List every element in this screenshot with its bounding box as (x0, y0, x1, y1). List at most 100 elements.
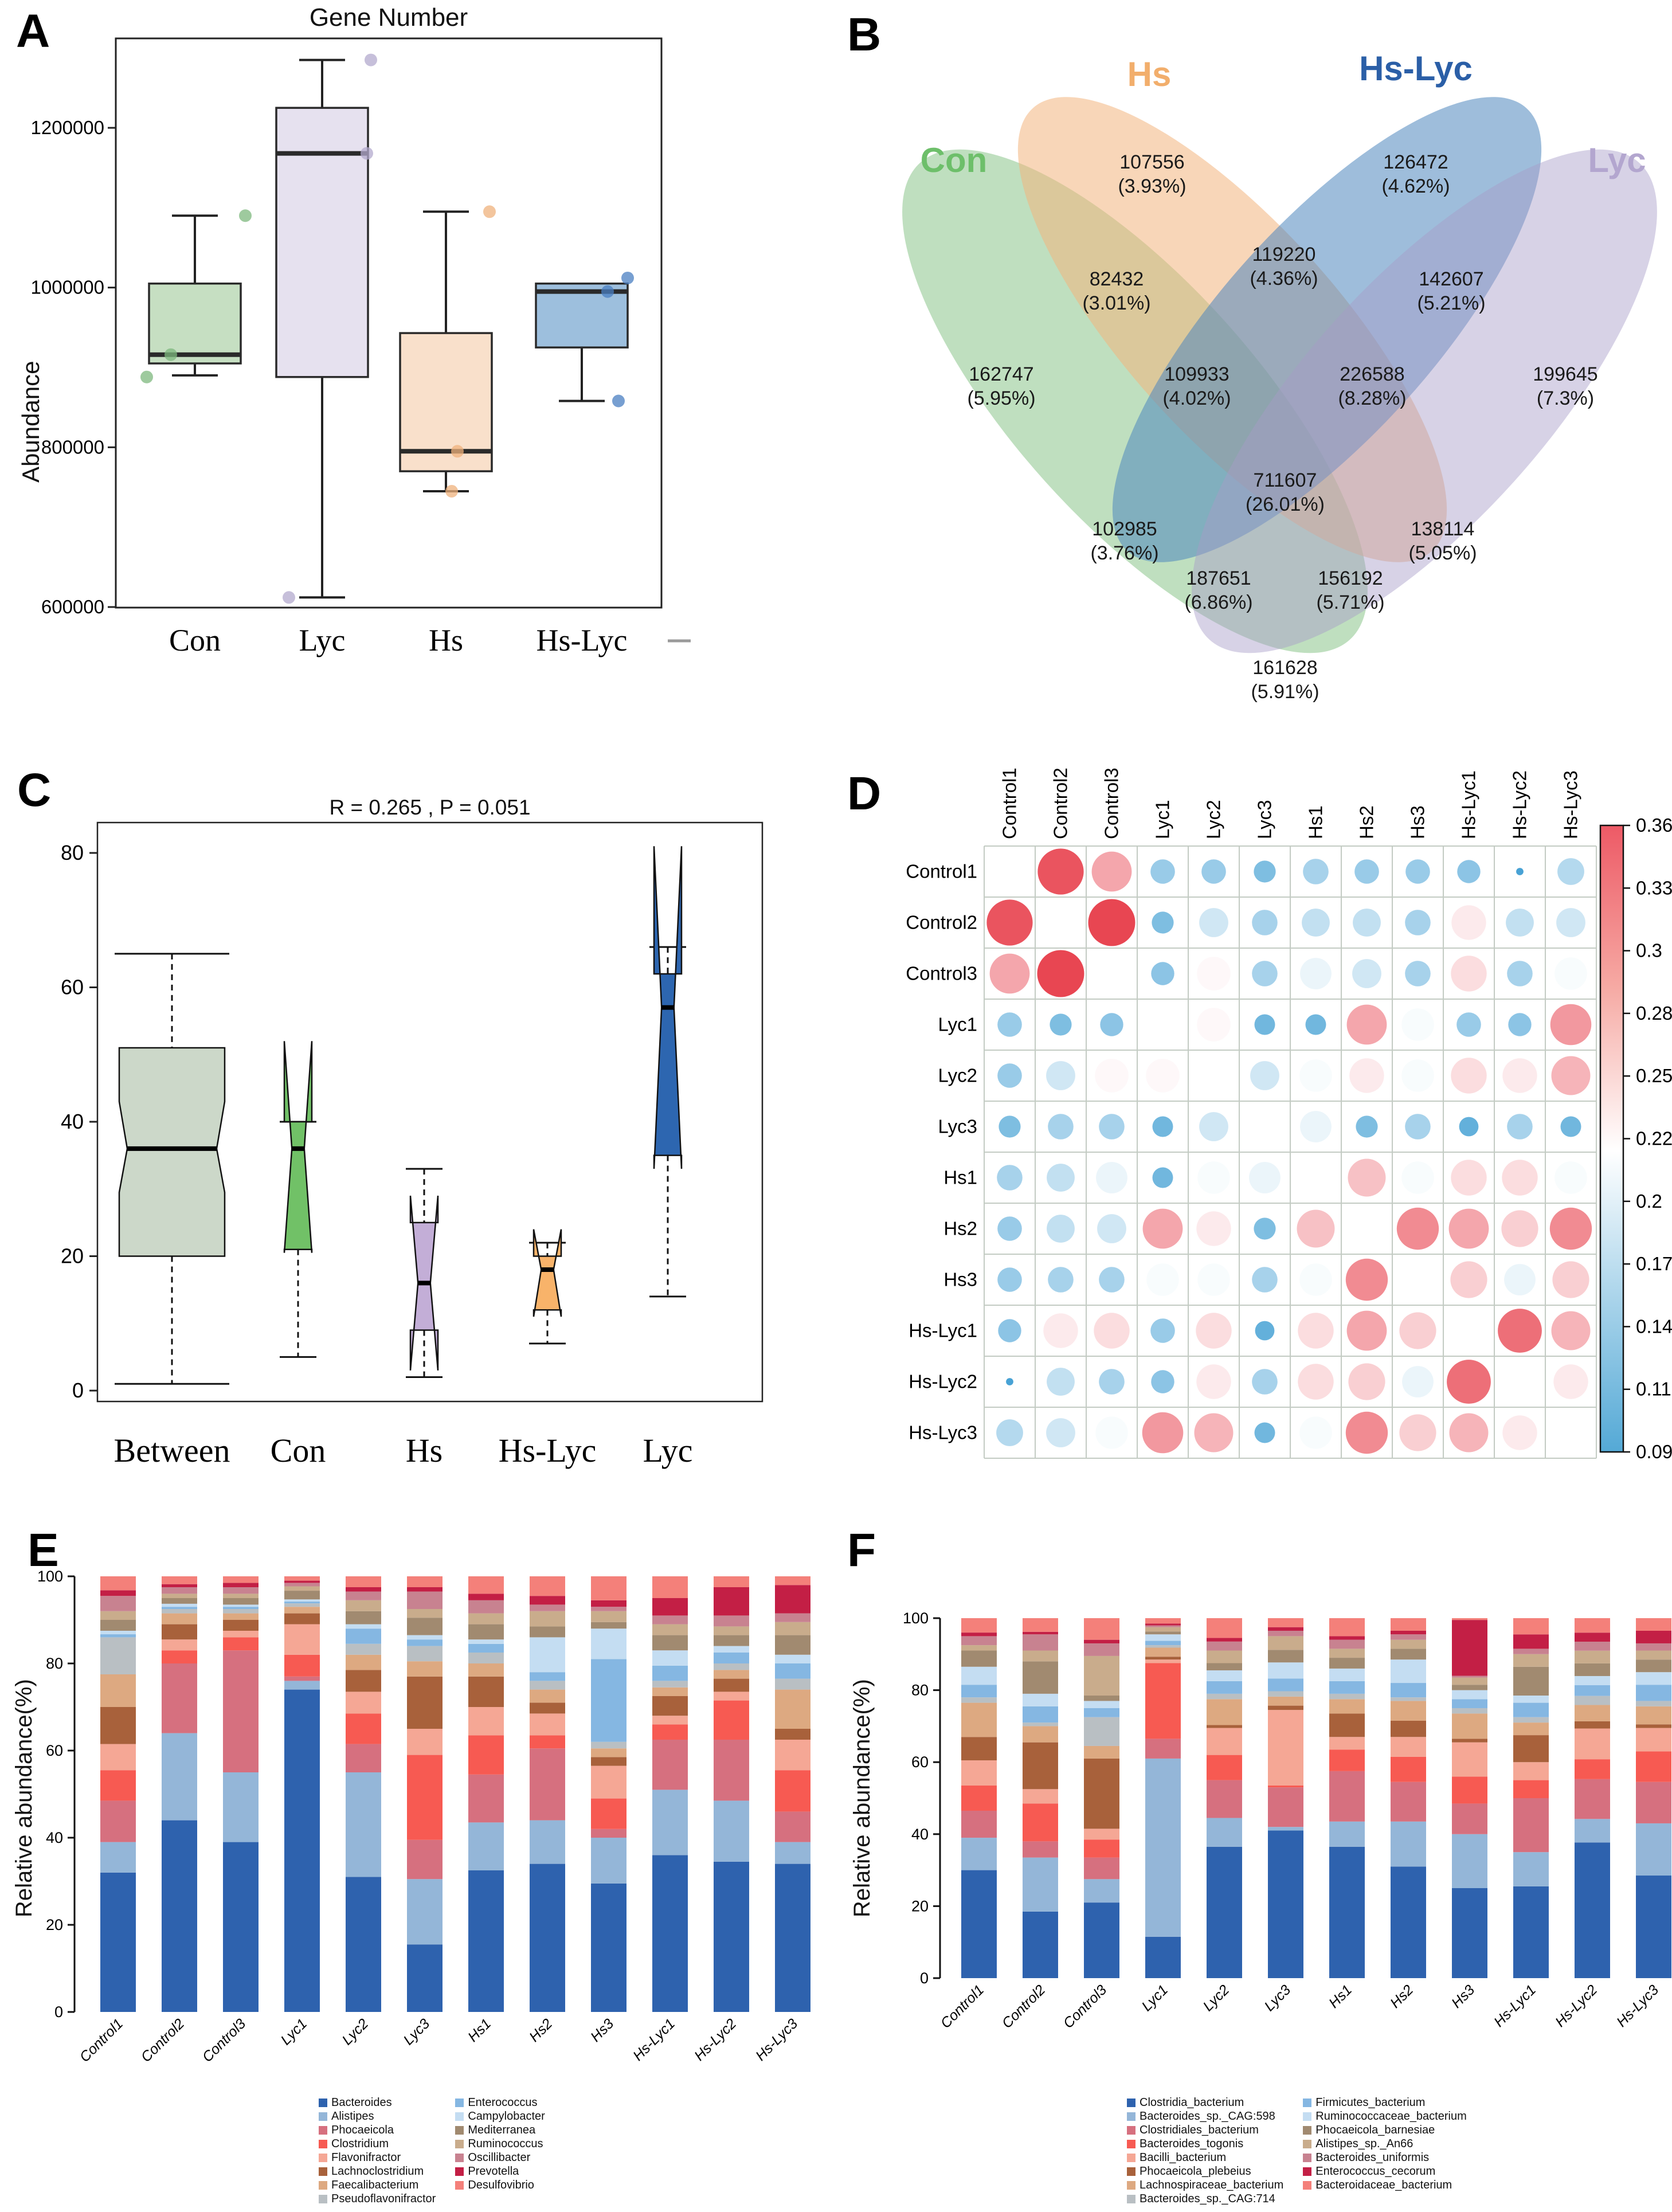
bar-segment-Phocaeicola_plebeius (1207, 1725, 1242, 1728)
bar-segment-Phocaeicola_barnesiae (1391, 1649, 1426, 1660)
bar-segment-Bacteroidaceae_bacterium (1575, 1618, 1610, 1633)
corr-bubble (1196, 1364, 1231, 1399)
x-category-label: Con (271, 1432, 326, 1469)
bar-segment-Bacteroides_sp._CAG:598 (1023, 1857, 1058, 1912)
bar-segment-Oscillibacter (652, 1615, 688, 1624)
bar-segment-Phocaeicola_barnesiae (1023, 1661, 1058, 1694)
legend-label: Prevotella (468, 2165, 519, 2178)
corr-bubble (1297, 1209, 1335, 1248)
bar-segment-Desulfovibrio (530, 1576, 565, 1596)
venn-region-pct: (3.76%) (1090, 542, 1158, 564)
corr-bubble (1199, 1112, 1228, 1141)
corr-bubble (1099, 1267, 1125, 1293)
bar-segment-Clostridiales_bacterium (1513, 1798, 1549, 1853)
bar-segment-Ruminococcaceae_bacterium (1391, 1659, 1426, 1684)
corr-bubble (1551, 1311, 1591, 1350)
panel-e-letter: E (28, 1524, 59, 1576)
bar-segment-Mediterranea (652, 1635, 688, 1651)
venn-region-value: 161628 (1252, 657, 1317, 679)
bar-segment-Phocaeicola (346, 1744, 381, 1772)
corr-bubble (997, 1165, 1023, 1191)
corr-bubble (1502, 1415, 1537, 1450)
bar-segment-Ruminococcus (775, 1622, 810, 1635)
y-tick-label: 60 (61, 976, 84, 999)
corr-bubble (1447, 1360, 1491, 1404)
venn-region-pct: (26.01%) (1246, 494, 1325, 515)
corr-bubble (1146, 1263, 1179, 1296)
bar-segment-Lachnoclostridium (223, 1620, 259, 1631)
bar-segment-Flavonifractor (223, 1631, 259, 1638)
bar-segment-Alistipes_sp._An66 (1636, 1650, 1671, 1660)
bar-segment-Clostridiales_bacterium (1207, 1780, 1242, 1818)
bar-segment-Bacilli_bacterium (1023, 1789, 1058, 1804)
legend-item: Phocaeicola_barnesiae (1303, 2123, 1466, 2137)
bar-segment-Clostridia_bacterium (1513, 1886, 1549, 1978)
bar-segment-Alistipes_sp._An66 (1207, 1650, 1242, 1663)
bar-segment-Desulfovibrio (407, 1576, 443, 1587)
bar-segment-Clostridium (775, 1770, 810, 1812)
bar-segment-Enterococcus (284, 1602, 320, 1604)
legend-label: Flavonifractor (331, 2151, 401, 2164)
bar-segment-Oscillibacter (100, 1596, 136, 1611)
bar-segment-Prevotella (284, 1580, 320, 1583)
bar-segment-Enterococcus_cecorum (1391, 1630, 1426, 1635)
legend-swatch (319, 2153, 327, 2162)
bar-segment-Enterococcus_cecorum (1023, 1631, 1058, 1635)
corr-bubble (1201, 859, 1226, 884)
corr-bubble (1047, 1368, 1075, 1396)
bar-segment-Bacteroides_uniformis (1575, 1642, 1610, 1651)
bar-segment-Bacteroides_sp._CAG:714 (1268, 1691, 1303, 1697)
bar-segment-Campylobacter (775, 1654, 810, 1663)
bar-segment-Lachnoclostridium (284, 1613, 320, 1624)
corr-bubble (997, 1267, 1022, 1292)
corr-bubble (996, 1419, 1023, 1446)
legend-swatch (319, 2180, 327, 2190)
legend-swatch (1303, 2139, 1312, 2148)
venn-region-Hs_Lyc: 138114(5.05%) (1408, 518, 1477, 564)
data-point (365, 53, 377, 66)
bar-segment-Campylobacter (714, 1646, 749, 1653)
bar-segment-Bacteroides (530, 1863, 565, 2012)
x-category-label: Hs-Lyc (537, 623, 628, 657)
y-tick-label: 1200000 (31, 117, 104, 138)
corr-bubble (1345, 1258, 1388, 1301)
row-label: Hs1 (943, 1167, 977, 1188)
row-label: Hs3 (943, 1269, 977, 1290)
venn-region-Con_Lyc: 161628(5.91%) (1251, 657, 1319, 703)
bar-segment-Bacteroides_sp._CAG:714 (1145, 1645, 1181, 1648)
x-category-label: Hs-Lyc1 (630, 2015, 678, 2064)
data-point (165, 348, 177, 361)
bar-segment-Clostridia_bacterium (961, 1870, 997, 1978)
x-category-label: Hs3 (588, 2015, 617, 2045)
row-label: Lyc3 (938, 1116, 977, 1137)
legend-label: Ruminococcaceae_bacterium (1315, 2110, 1467, 2123)
bar-segment-Oscillibacter (346, 1591, 381, 1600)
bar-segment-Lachnospiraceae_bacterium (1329, 1699, 1365, 1714)
bar-segment-Bacteroides_sp._CAG:598 (1513, 1852, 1549, 1886)
bar-segment-Bacteroidaceae_bacterium (1452, 1618, 1487, 1620)
legend-label: Clostridiales_bacterium (1140, 2124, 1259, 2136)
bar-segment-Phocaeicola (162, 1663, 197, 1733)
bar-segment-Clostridiales_bacterium (1145, 1739, 1181, 1759)
bar-segment-Faecalibacterium (652, 1687, 688, 1696)
bar-segment-Bacteroides (714, 1861, 749, 2012)
bar-segment-Clostridium (591, 1798, 626, 1829)
corr-bubble (1456, 1012, 1481, 1037)
stacked-bar-Hs-Lyc3 (775, 1576, 810, 2012)
stacked-bar-Hs3 (1452, 1618, 1487, 1978)
bar-segment-Alistipes_sp._An66 (1329, 1649, 1365, 1658)
legend-item: Alistipes (319, 2109, 436, 2123)
corr-bubble (1457, 860, 1481, 883)
legend-item: Flavonifractor (319, 2151, 436, 2164)
venn-set-label: Hs (1127, 55, 1172, 93)
bar-segment-Bacteroides_uniformis (1329, 1639, 1365, 1649)
bar-segment-Pseudoflavonifractor (468, 1653, 504, 1663)
legend-label: Lachnospiraceae_bacterium (1140, 2179, 1284, 2191)
col-label: Lyc1 (1152, 800, 1173, 839)
bar-segment-Bacteroides_uniformis (1268, 1630, 1303, 1637)
corr-bubble (1405, 859, 1430, 884)
corr-bubble (1302, 909, 1330, 937)
bar-segment-Ruminococcus (530, 1611, 565, 1627)
bar-segment-Firmicutes_bacterium (1329, 1681, 1365, 1694)
x-category-label: Control3 (199, 2015, 249, 2065)
